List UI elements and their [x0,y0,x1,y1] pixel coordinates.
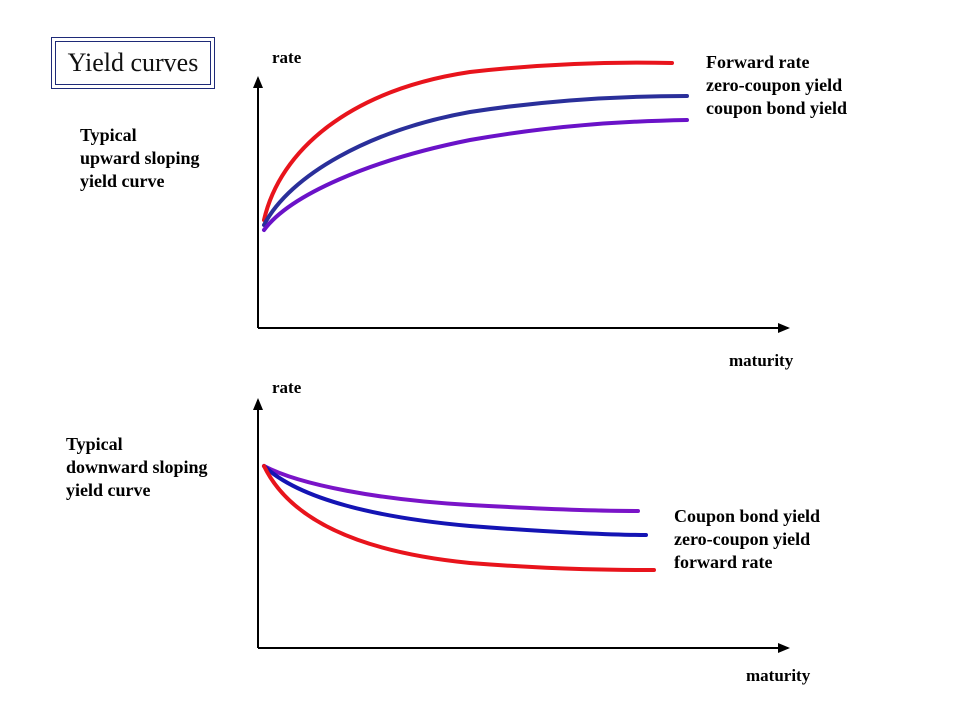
upper-description: Typical upward sloping yield curve [80,124,200,193]
upper-y-axis-label: rate [272,48,302,67]
upper-x-axis-label: maturity [729,351,794,370]
upper-legend-item: Forward rate [706,52,810,72]
upper-description-line: yield curve [80,171,165,191]
upper-legend-item: zero-coupon yield [706,75,843,95]
lower-x-axis-label: maturity [746,666,811,685]
lower-legend-item: forward rate [674,552,773,572]
lower-coupon-bond-curve [262,464,640,513]
lower-zero-coupon-curve [262,464,648,537]
title-box: Yield curves [51,37,215,89]
lower-legend-item: zero-coupon yield [674,529,811,549]
lower-legend: Coupon bond yield zero-coupon yield forw… [674,505,820,574]
lower-forward-rate-curve [262,464,656,572]
upper-description-line: Typical [80,125,137,145]
upper-coupon-bond-curve [262,118,689,232]
upper-description-line: upward sloping [80,148,200,168]
upper-zero-coupon-curve [262,94,689,227]
upper-legend: Forward rate zero-coupon yield coupon bo… [706,51,847,120]
upper-forward-rate-curve [262,60,674,222]
lower-legend-item: Coupon bond yield [674,506,821,526]
lower-description-line: downward sloping [66,457,208,477]
page-title: Yield curves [55,41,211,85]
lower-description-line: yield curve [66,480,151,500]
lower-y-axis-label: rate [272,378,302,397]
lower-description: Typical downward sloping yield curve [66,433,208,502]
upper-legend-item: coupon bond yield [706,98,848,118]
lower-description-line: Typical [66,434,123,454]
